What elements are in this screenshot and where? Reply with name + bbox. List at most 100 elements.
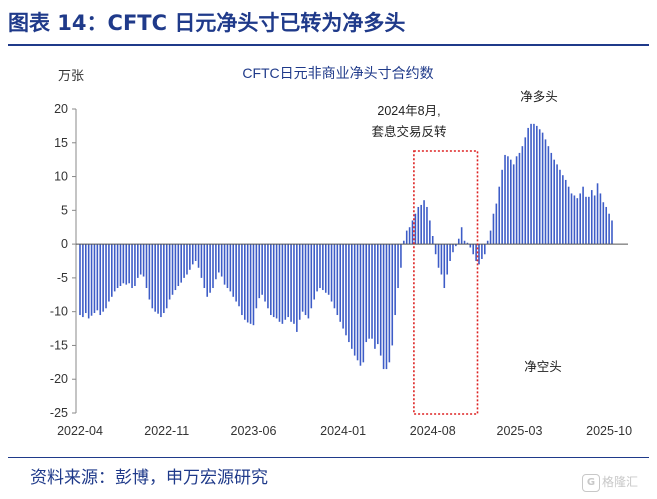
x-tick-label: 2025-10 [586, 424, 632, 438]
reversal-annotation-line1: 2024年8月, [377, 104, 440, 118]
bar [443, 244, 446, 289]
bar [573, 195, 576, 245]
bar [238, 244, 240, 307]
watermark: G 格隆汇 [582, 471, 638, 493]
bar [174, 244, 177, 291]
bar [215, 244, 217, 280]
bar [290, 244, 292, 322]
bar [359, 244, 362, 366]
bar [296, 244, 298, 332]
bar [472, 244, 475, 255]
footer-rule [8, 457, 649, 458]
bar-series [79, 123, 613, 370]
bar [382, 244, 385, 370]
bar [547, 146, 550, 245]
bar [550, 152, 553, 245]
bar [417, 206, 420, 245]
bar [275, 244, 278, 319]
bar [365, 244, 368, 343]
bar [570, 193, 573, 245]
bar [498, 186, 501, 245]
bar [327, 244, 330, 295]
bar [287, 244, 289, 318]
y-tick-label: -15 [50, 338, 68, 352]
bar [244, 244, 246, 320]
bar [403, 240, 405, 245]
bar [507, 156, 509, 245]
bar [457, 238, 460, 245]
bar [183, 244, 185, 278]
bar [267, 244, 269, 309]
bar [348, 244, 350, 343]
bar [492, 213, 495, 245]
bar [249, 244, 252, 324]
bar [345, 244, 347, 336]
net-long-label: 净多头 [520, 90, 558, 104]
bar [460, 227, 463, 245]
bar [298, 244, 301, 320]
bar [518, 152, 521, 245]
bar [229, 244, 232, 292]
bar [165, 244, 168, 309]
bar [333, 244, 336, 309]
bar [197, 244, 200, 268]
bar [567, 186, 570, 245]
bar [510, 159, 512, 245]
bar [330, 244, 333, 302]
bar [301, 244, 304, 312]
chart-title: CFTC日元非商业净头寸合约数 [242, 65, 433, 81]
bar [310, 244, 313, 309]
bar [270, 244, 272, 316]
bar [111, 244, 113, 297]
bar [356, 244, 359, 361]
x-tick-label: 2022-11 [144, 424, 189, 438]
bar [429, 220, 431, 245]
bar [194, 244, 197, 261]
bar [131, 244, 133, 289]
bar [90, 244, 93, 316]
bar [304, 244, 307, 316]
bar [521, 146, 524, 245]
bar [611, 220, 613, 245]
bar [316, 244, 318, 292]
bar [261, 244, 263, 295]
bar [434, 244, 437, 255]
bar [336, 244, 339, 316]
bar [368, 244, 370, 339]
bar [160, 244, 162, 318]
bar [232, 244, 235, 297]
bar [93, 244, 96, 314]
bar [579, 193, 581, 245]
watermark-text: 格隆汇 [602, 475, 639, 489]
bar [576, 198, 579, 245]
bar [512, 164, 515, 245]
bar [82, 244, 84, 318]
bar [342, 244, 344, 329]
x-tick-label: 2025-03 [497, 424, 543, 438]
bar [255, 244, 258, 309]
bar [437, 244, 440, 268]
bar [235, 244, 237, 302]
bar [353, 244, 356, 356]
bar [440, 244, 443, 275]
bar [145, 244, 148, 289]
bar [139, 244, 142, 275]
bar [527, 127, 529, 245]
bar [148, 244, 151, 300]
bar [408, 227, 411, 245]
bar [530, 123, 532, 245]
bar [191, 244, 194, 265]
bar [284, 244, 287, 320]
bar [602, 202, 605, 245]
bar [252, 244, 255, 326]
bar [544, 139, 547, 245]
bar [478, 244, 480, 265]
bar [394, 244, 396, 316]
bar [489, 230, 492, 245]
bar [96, 244, 99, 311]
bar [515, 156, 518, 245]
bar [469, 244, 472, 248]
bar [564, 179, 567, 245]
y-tick-label: 20 [54, 102, 68, 116]
bar [582, 186, 584, 245]
